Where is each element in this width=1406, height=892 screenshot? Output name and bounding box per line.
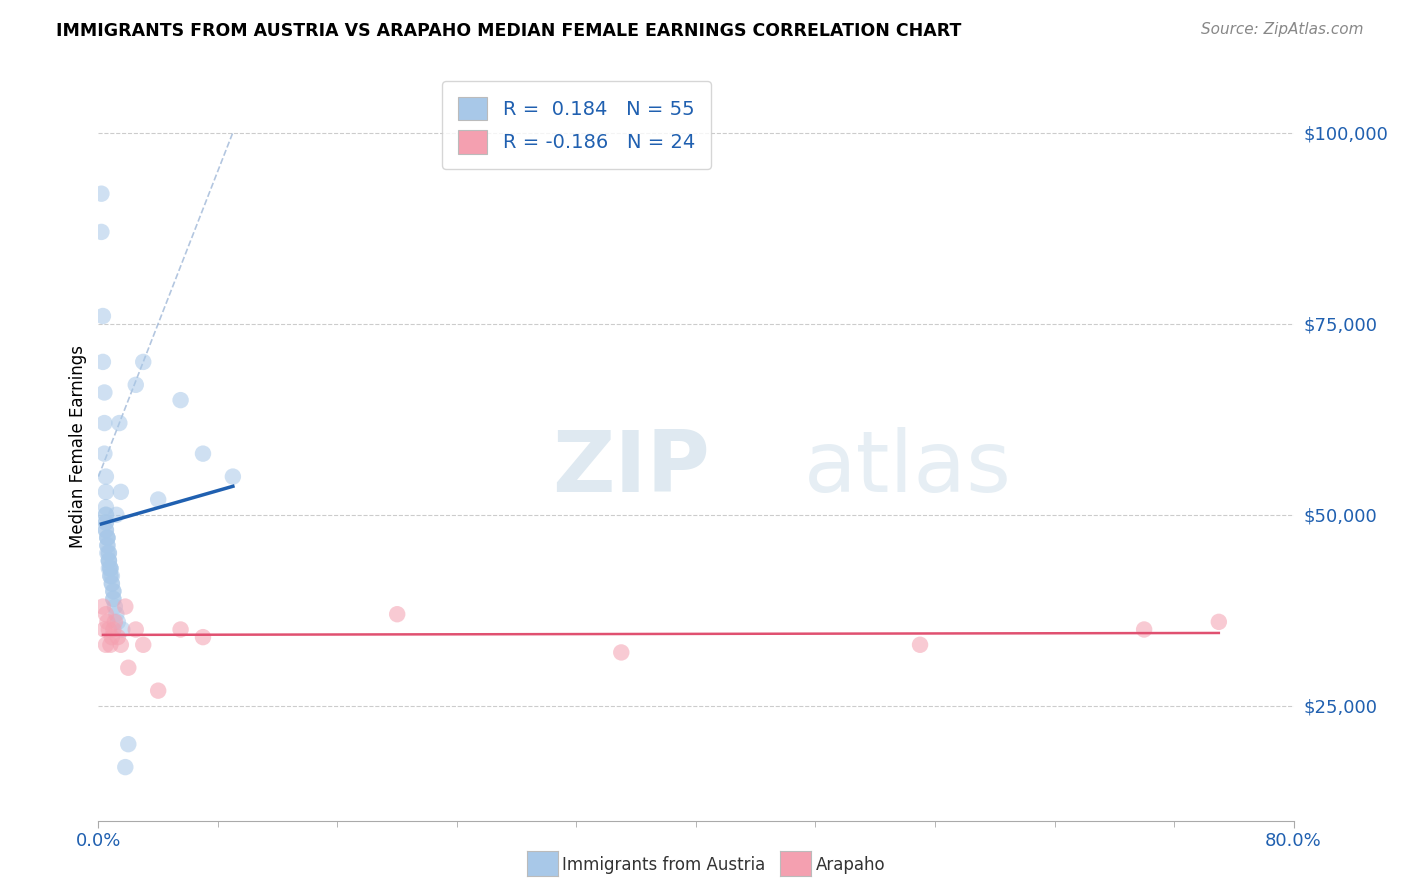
Text: atlas: atlas	[804, 427, 1011, 510]
Point	[385, 607, 409, 622]
Point	[91, 309, 114, 323]
Point	[98, 638, 122, 652]
Point	[94, 638, 117, 652]
Point	[94, 523, 117, 537]
Point	[97, 554, 120, 568]
Point	[191, 630, 214, 644]
Text: Arapaho: Arapaho	[815, 856, 886, 874]
Point	[107, 630, 129, 644]
Point	[98, 561, 122, 575]
Point	[908, 638, 931, 652]
Point	[148, 683, 170, 698]
Point	[96, 615, 118, 629]
Point	[91, 355, 114, 369]
Text: IMMIGRANTS FROM AUSTRIA VS ARAPAHO MEDIAN FEMALE EARNINGS CORRELATION CHART: IMMIGRANTS FROM AUSTRIA VS ARAPAHO MEDIA…	[56, 22, 962, 40]
Point	[125, 623, 148, 637]
Point	[191, 447, 214, 461]
Point	[222, 469, 245, 483]
Point	[104, 615, 127, 629]
Text: ZIP: ZIP	[553, 427, 710, 510]
Point	[94, 469, 117, 483]
Point	[98, 561, 122, 575]
Point	[96, 531, 118, 545]
Point	[94, 500, 117, 515]
Point	[93, 447, 115, 461]
Point	[132, 638, 155, 652]
Point	[96, 531, 118, 545]
Legend: R =  0.184   N = 55, R = -0.186   N = 24: R = 0.184 N = 55, R = -0.186 N = 24	[443, 81, 710, 169]
Point	[96, 546, 118, 560]
Point	[97, 554, 120, 568]
Point	[90, 186, 112, 201]
Point	[105, 607, 128, 622]
Point	[110, 638, 132, 652]
Point	[169, 393, 191, 408]
Point	[117, 737, 139, 751]
Point	[93, 385, 115, 400]
Point	[169, 623, 191, 637]
Point	[94, 607, 117, 622]
Point	[117, 661, 139, 675]
Point	[94, 523, 117, 537]
Point	[1133, 623, 1156, 637]
Point	[97, 554, 120, 568]
Point	[90, 225, 112, 239]
Point	[94, 516, 117, 530]
Point	[97, 561, 120, 575]
Point	[110, 484, 132, 499]
Point	[103, 623, 125, 637]
Point	[114, 760, 136, 774]
Point	[94, 508, 117, 522]
Point	[96, 538, 118, 552]
Point	[101, 569, 124, 583]
Point	[111, 623, 134, 637]
Point	[132, 355, 155, 369]
Point	[107, 615, 129, 629]
Point	[1208, 615, 1230, 629]
Point	[93, 416, 115, 430]
Point	[103, 584, 125, 599]
Point	[610, 645, 633, 659]
Point	[103, 591, 125, 606]
Point	[97, 546, 120, 560]
Point	[96, 531, 118, 545]
Y-axis label: Median Female Earnings: Median Female Earnings	[69, 344, 87, 548]
Point	[114, 599, 136, 614]
Point	[101, 576, 124, 591]
Point	[94, 508, 117, 522]
Point	[108, 416, 131, 430]
Point	[103, 584, 125, 599]
Point	[94, 484, 117, 499]
Point	[96, 538, 118, 552]
Point	[101, 576, 124, 591]
Text: Source: ZipAtlas.com: Source: ZipAtlas.com	[1201, 22, 1364, 37]
Point	[98, 569, 122, 583]
Point	[91, 599, 114, 614]
Point	[97, 546, 120, 560]
Point	[103, 591, 125, 606]
Point	[93, 623, 115, 637]
Point	[98, 561, 122, 575]
Point	[104, 599, 127, 614]
Point	[148, 492, 170, 507]
Point	[101, 630, 124, 644]
Point	[98, 569, 122, 583]
Point	[105, 508, 128, 522]
Text: Immigrants from Austria: Immigrants from Austria	[562, 856, 766, 874]
Point	[97, 623, 120, 637]
Point	[94, 516, 117, 530]
Point	[125, 377, 148, 392]
